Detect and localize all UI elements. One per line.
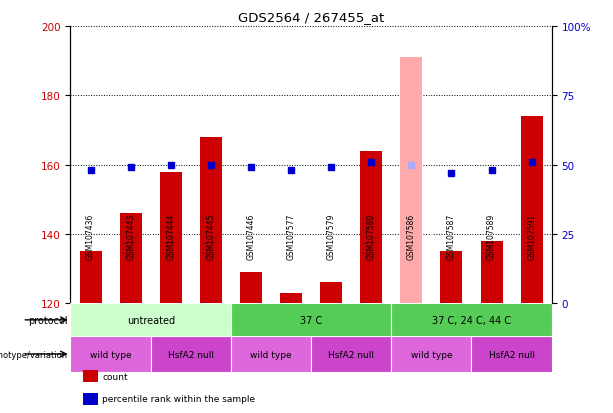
Text: genotype/variation: genotype/variation — [0, 350, 67, 358]
Bar — [80, 252, 102, 304]
Text: GSM107444: GSM107444 — [166, 213, 175, 260]
Bar — [120, 214, 142, 304]
Bar — [231, 337, 311, 372]
Text: protocol: protocol — [28, 315, 67, 325]
Bar — [311, 337, 391, 372]
Text: 37 C, 24 C, 44 C: 37 C, 24 C, 44 C — [432, 315, 511, 325]
Text: GSM107445: GSM107445 — [207, 213, 215, 260]
Bar — [400, 58, 422, 304]
Title: GDS2564 / 267455_at: GDS2564 / 267455_at — [238, 11, 384, 24]
Text: wild type: wild type — [411, 350, 452, 358]
Bar — [391, 337, 471, 372]
Text: GSM107586: GSM107586 — [407, 213, 416, 259]
Bar — [70, 304, 231, 337]
Text: GSM107436: GSM107436 — [86, 213, 95, 260]
Text: HsfA2 null: HsfA2 null — [328, 350, 374, 358]
Bar — [481, 241, 503, 304]
Bar — [471, 337, 552, 372]
Bar — [320, 283, 342, 304]
Bar — [160, 172, 182, 304]
Bar — [520, 117, 543, 304]
Text: percentile rank within the sample: percentile rank within the sample — [102, 394, 256, 404]
Text: GSM107577: GSM107577 — [286, 213, 295, 260]
Text: GSM107446: GSM107446 — [246, 213, 256, 260]
Text: GSM107587: GSM107587 — [447, 213, 456, 259]
Text: GSM107580: GSM107580 — [367, 213, 376, 259]
Text: wild type: wild type — [89, 350, 131, 358]
Bar — [70, 337, 151, 372]
Bar — [151, 337, 231, 372]
Text: count: count — [102, 372, 128, 381]
Text: wild type: wild type — [250, 350, 292, 358]
Text: GSM107443: GSM107443 — [126, 213, 135, 260]
Bar — [440, 252, 462, 304]
Bar — [240, 273, 262, 304]
Text: GSM107589: GSM107589 — [487, 213, 496, 259]
Text: 37 C: 37 C — [300, 315, 322, 325]
Text: untreated: untreated — [127, 315, 175, 325]
Text: HsfA2 null: HsfA2 null — [489, 350, 535, 358]
Text: HsfA2 null: HsfA2 null — [168, 350, 214, 358]
Bar — [280, 293, 302, 304]
Bar — [231, 304, 391, 337]
Bar — [200, 138, 222, 304]
Text: GSM107591: GSM107591 — [527, 213, 536, 259]
Bar — [360, 151, 383, 304]
Text: GSM107579: GSM107579 — [327, 213, 336, 260]
Bar — [391, 304, 552, 337]
